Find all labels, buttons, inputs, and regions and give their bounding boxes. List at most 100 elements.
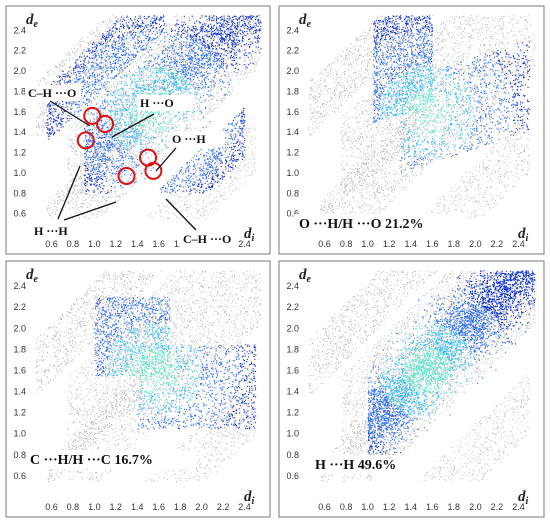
contact-point [119, 37, 121, 39]
bg-point [228, 52, 230, 54]
contact-point [183, 83, 185, 85]
bg-point [157, 65, 159, 67]
bg-point [157, 150, 158, 152]
contact-point [120, 45, 122, 47]
bg-point [115, 197, 117, 199]
bg-point [101, 96, 103, 98]
bg-point [211, 208, 213, 210]
bg-point [85, 182, 87, 184]
bg-point [95, 62, 96, 64]
bg-point [193, 110, 195, 112]
bg-point [79, 155, 81, 157]
contact-point [210, 189, 212, 191]
bg-point [203, 34, 205, 36]
bg-point [110, 178, 112, 180]
bg-point [242, 55, 244, 57]
bg-point [70, 146, 72, 148]
bg-point [83, 175, 85, 177]
bg-point [93, 127, 95, 129]
contact-point [224, 133, 226, 135]
bg-point [123, 164, 124, 166]
bg-point [110, 95, 112, 96]
bg-point [160, 210, 162, 212]
contact-point [222, 60, 224, 62]
contact-point [156, 16, 158, 18]
bg-point [132, 155, 134, 157]
bg-point [249, 69, 251, 71]
bg-point [104, 121, 106, 122]
bg-point [63, 65, 65, 67]
contact-point [166, 191, 168, 193]
bg-point [74, 189, 75, 191]
contact-point [95, 157, 97, 159]
bg-point [152, 80, 154, 82]
bg-point [115, 20, 117, 22]
bg-point [128, 178, 130, 179]
bg-point [111, 33, 112, 35]
bg-point [72, 148, 74, 150]
bg-point [77, 48, 78, 50]
bg-point [104, 36, 106, 38]
bg-point [218, 161, 220, 163]
contact-point [230, 131, 232, 133]
bg-point [212, 50, 214, 52]
bg-point [179, 65, 180, 67]
bg-point [97, 188, 99, 189]
bg-point [68, 67, 70, 68]
bg-point [119, 112, 121, 114]
bg-point [144, 20, 146, 22]
contact-point [103, 154, 105, 156]
contact-point [252, 50, 254, 52]
bg-point [149, 118, 151, 120]
bg-point [86, 83, 88, 85]
bg-point [208, 104, 210, 106]
bg-point [185, 204, 187, 206]
bg-point [223, 192, 225, 194]
bg-point [76, 50, 77, 52]
contact-point [122, 50, 124, 52]
bg-point [110, 152, 112, 154]
bg-point [69, 125, 71, 127]
bg-point [144, 123, 146, 125]
contact-point [204, 31, 206, 33]
bg-point [38, 122, 40, 124]
contact-point [117, 37, 119, 39]
bg-point [112, 54, 114, 56]
contact-point [109, 171, 111, 173]
bg-point [144, 111, 146, 112]
bg-point [186, 66, 188, 68]
contact-point [114, 44, 116, 46]
bg-point [75, 194, 77, 196]
bg-point [173, 115, 175, 117]
bg-point [136, 125, 137, 127]
bg-point [108, 186, 110, 188]
bg-point [194, 75, 196, 77]
bg-point [86, 124, 88, 126]
contact-point [106, 41, 108, 43]
bg-point [228, 141, 230, 143]
bg-point [193, 58, 194, 60]
bg-point [217, 49, 219, 51]
bg-point [139, 37, 141, 39]
bg-point [109, 77, 111, 79]
contact-point [249, 15, 251, 17]
bg-point [223, 194, 225, 196]
bg-point [126, 37, 127, 38]
bg-point [115, 154, 117, 156]
bg-point [108, 62, 110, 63]
bg-point [186, 127, 188, 129]
bg-point [122, 101, 124, 103]
bg-point [227, 56, 229, 57]
bg-point [252, 49, 253, 51]
bg-point [182, 59, 184, 61]
bg-point [230, 177, 231, 178]
bg-point [106, 56, 108, 58]
contact-point [174, 24, 176, 26]
bg-point [59, 74, 60, 76]
bg-point [81, 204, 83, 205]
bg-point [178, 72, 180, 73]
bg-point [73, 124, 75, 126]
bg-point [66, 184, 68, 186]
bg-point [128, 146, 130, 148]
contact-point [52, 129, 54, 131]
